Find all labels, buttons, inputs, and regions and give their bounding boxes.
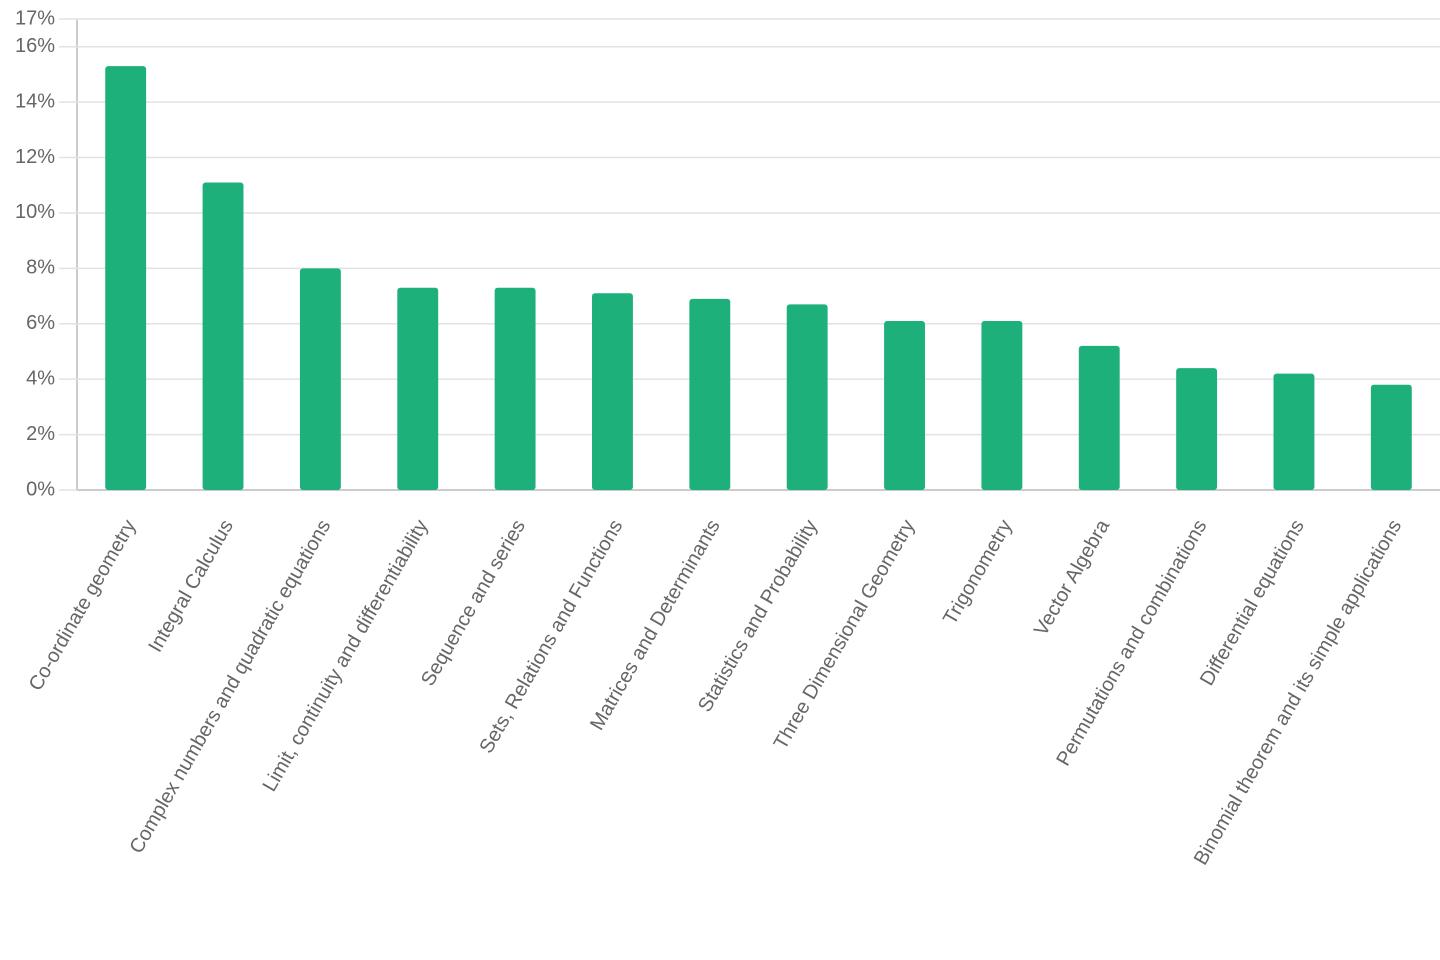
bar [1273,373,1315,490]
x-tick-label: Differential equations [1196,516,1309,689]
y-tick-label: 6% [26,312,55,334]
x-tick-label: Binomial theorem and its simple applicat… [1190,516,1406,869]
y-tick-label: 12% [15,146,55,168]
y-tick-label: 16% [15,35,55,57]
x-tick-label: Vector Algebra [1030,515,1115,639]
bar [689,298,731,490]
x-tick-label: Integral Calculus [144,516,238,656]
bar [1176,368,1218,490]
x-tick-label: Complex numbers and quadratic equations [126,516,336,857]
bar [397,287,439,490]
bar [981,320,1023,490]
y-tick-label: 17% [15,7,55,29]
y-tick-label: 8% [26,257,55,279]
y-tick-label: 2% [26,423,55,445]
bar [105,66,147,490]
y-tick-label: 10% [15,201,55,223]
bar [592,293,633,490]
bar [202,182,244,490]
x-tick-label: Sequence and series [417,516,530,690]
bar [494,287,536,490]
x-tick-label: Trigonometry [939,516,1017,628]
y-tick-label: 4% [26,367,55,389]
bar [1370,384,1412,490]
bar [786,304,828,490]
bar [1078,345,1120,490]
bar [884,320,925,490]
x-tick-label: Limit, continuity and differentiability [259,516,433,795]
y-tick-label: 0% [26,478,55,500]
y-tick-label: 14% [15,90,55,112]
x-tick-label: Co-ordinate geometry [25,516,141,695]
bar [299,268,341,490]
